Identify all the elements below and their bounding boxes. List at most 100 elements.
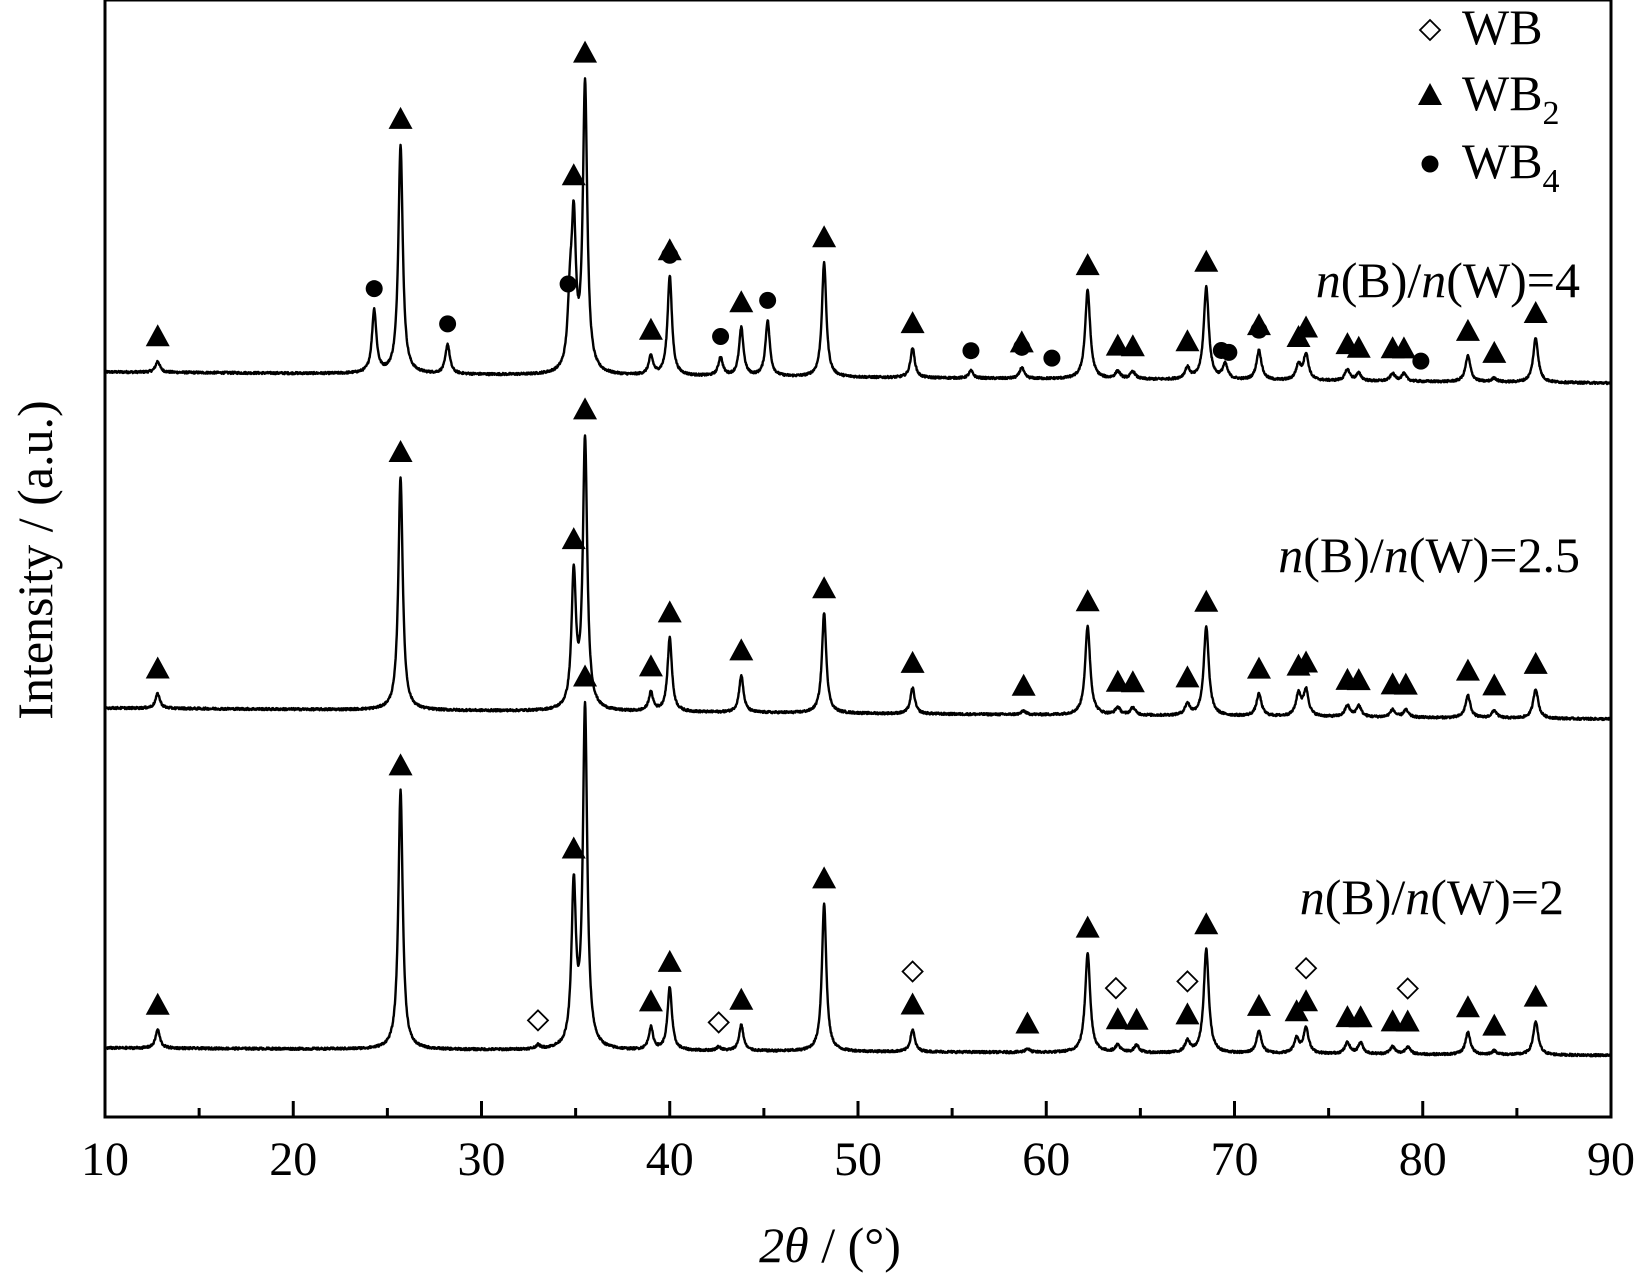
- legend-label: WB: [1462, 0, 1543, 55]
- x-tick-label: 60: [1022, 1133, 1070, 1186]
- wb2-triangle-marker: [638, 654, 663, 677]
- wb4-circle-marker: [962, 342, 980, 360]
- wb2-triangle-marker: [1011, 673, 1036, 696]
- wb4-circle-marker: [661, 246, 679, 264]
- wb2-triangle-marker: [388, 439, 413, 462]
- wb2-triangle-marker: [638, 317, 663, 340]
- wb2-triangle-marker: [561, 527, 586, 550]
- wb2-triangle-marker: [1075, 915, 1100, 938]
- series-line: [104, 700, 1613, 1058]
- x-tick-label: 20: [269, 1133, 317, 1186]
- wb2-triangle-marker: [1455, 318, 1480, 341]
- wb4-circle-marker: [1013, 338, 1031, 356]
- wb2-triangle-marker: [1523, 301, 1548, 324]
- wb2-triangle-marker: [657, 600, 682, 623]
- wb2-triangle-marker: [900, 992, 925, 1015]
- legend-diamond-icon: [1418, 18, 1442, 42]
- wb2-triangle-marker: [1482, 673, 1507, 696]
- wb2-triangle-marker: [1393, 672, 1418, 695]
- wb2-triangle-marker: [1194, 249, 1219, 272]
- wb2-triangle-marker: [388, 106, 413, 129]
- wb2-triangle-marker: [1523, 651, 1548, 674]
- wb2-triangle-marker: [729, 638, 754, 661]
- wb2-triangle-marker: [1194, 912, 1219, 935]
- wb4-circle-marker: [759, 291, 777, 309]
- wb2-triangle-marker: [573, 664, 598, 687]
- wb2-triangle-marker: [900, 650, 925, 673]
- wb4-circle-marker: [1250, 321, 1268, 339]
- wb2-triangle-marker: [1105, 669, 1130, 692]
- wb2-triangle-marker: [900, 311, 925, 334]
- marker-layer: [145, 40, 1548, 1036]
- wb2-triangle-marker: [1482, 340, 1507, 363]
- x-tick-label: 10: [81, 1133, 129, 1186]
- wb2-triangle-marker: [729, 290, 754, 313]
- legend-label: WB4: [1462, 133, 1560, 200]
- wb-diamond-marker: [707, 1011, 730, 1034]
- wb-diamond-marker: [1104, 976, 1128, 1000]
- wb2-triangle-marker: [812, 866, 837, 889]
- wb2-triangle-marker: [1120, 670, 1145, 693]
- wb4-circle-marker: [365, 280, 383, 298]
- wb-diamond-marker: [526, 1009, 550, 1032]
- legend-label: WB2: [1462, 65, 1560, 132]
- series-layer: [103, 77, 1613, 1058]
- y-axis-title: Intensity / (a.u.): [7, 400, 63, 719]
- legend-triangle-icon: [1418, 83, 1442, 105]
- wb2-triangle-marker: [1194, 589, 1219, 612]
- series-line: [103, 77, 1613, 386]
- wb2-triangle-marker: [1455, 658, 1480, 681]
- wb2-triangle-marker: [638, 989, 663, 1012]
- series-label: n(B)/n(W)=4: [1316, 252, 1580, 308]
- wb4-circle-marker: [1412, 352, 1430, 370]
- x-axis-title: 2θ / (°): [759, 1217, 901, 1273]
- wb2-triangle-marker: [812, 225, 837, 248]
- x-tick-label: 50: [834, 1133, 882, 1186]
- wb2-triangle-marker: [573, 397, 598, 420]
- x-tick-label: 90: [1587, 1133, 1635, 1186]
- x-tick-label: 70: [1211, 1133, 1259, 1186]
- legend-circle-icon: [1421, 155, 1439, 173]
- wb2-triangle-marker: [1348, 1005, 1373, 1028]
- wb-diamond-marker: [901, 960, 924, 983]
- wb4-circle-marker: [439, 315, 457, 333]
- wb4-circle-marker: [1043, 349, 1061, 367]
- wb2-triangle-marker: [1346, 335, 1371, 358]
- wb2-triangle-marker: [1124, 1007, 1149, 1030]
- wb2-triangle-marker: [1120, 334, 1145, 357]
- wb-diamond-marker: [1294, 957, 1318, 980]
- wb2-triangle-marker: [1294, 315, 1319, 338]
- wb2-triangle-marker: [1380, 1009, 1405, 1032]
- series-labels: n(B)/n(W)=4 n(B)/n(W)=2.5 n(B)/n(W)=2: [1278, 252, 1580, 925]
- wb2-triangle-marker: [657, 949, 682, 972]
- wb-diamond-marker: [1396, 977, 1419, 1000]
- x-tick-label: 30: [458, 1133, 506, 1186]
- wb2-triangle-marker: [1482, 1013, 1507, 1036]
- wb2-triangle-marker: [1075, 589, 1100, 612]
- wb2-triangle-marker: [145, 324, 170, 347]
- wb2-triangle-marker: [1391, 336, 1416, 359]
- wb2-triangle-marker: [1175, 665, 1200, 688]
- wb4-circle-marker: [712, 328, 730, 346]
- wb2-triangle-marker: [388, 753, 413, 776]
- wb2-triangle-marker: [1105, 1007, 1130, 1030]
- wb2-triangle-marker: [1395, 1009, 1420, 1032]
- wb-diamond-marker: [1176, 970, 1199, 993]
- series-label: n(B)/n(W)=2: [1300, 869, 1564, 925]
- wb2-triangle-marker: [561, 836, 586, 859]
- wb2-triangle-marker: [1346, 668, 1371, 691]
- wb2-triangle-marker: [812, 576, 837, 599]
- wb2-triangle-marker: [1246, 656, 1271, 679]
- x-tick-label: 40: [646, 1133, 694, 1186]
- wb2-triangle-marker: [1105, 333, 1130, 356]
- series-label: n(B)/n(W)=2.5: [1278, 527, 1580, 583]
- series-line: [104, 434, 1613, 722]
- x-tick-label: 80: [1399, 1133, 1447, 1186]
- x-axis-ticks: 10 20 30 40 50 60 70 80 90: [81, 1101, 1635, 1186]
- wb2-triangle-marker: [1075, 253, 1100, 276]
- wb2-triangle-marker: [1455, 995, 1480, 1018]
- wb2-triangle-marker: [1523, 984, 1548, 1007]
